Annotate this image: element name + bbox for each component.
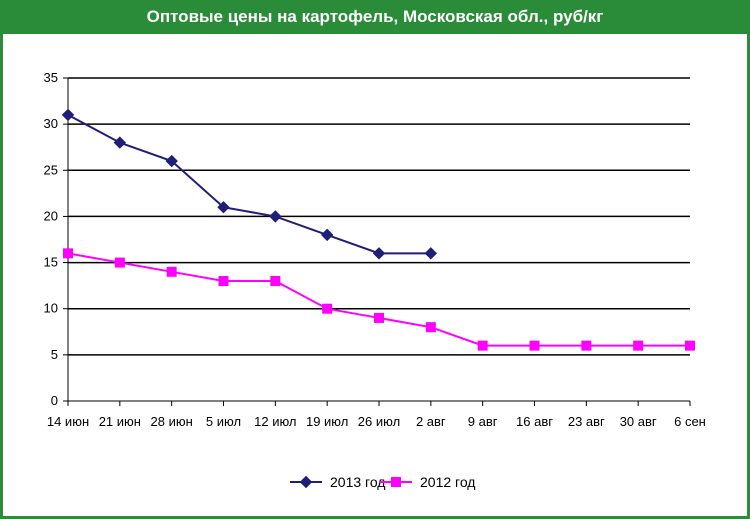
data-point-2013: [269, 210, 282, 223]
data-point-2013: [320, 228, 334, 242]
y-tick-label: 25: [44, 162, 58, 177]
data-point-2012: [581, 340, 592, 351]
legend-label-2012: 2012 год: [420, 474, 475, 490]
data-point-2013: [424, 247, 438, 260]
data-point-2012: [685, 340, 695, 351]
x-tick-label: 19 июл: [306, 414, 348, 429]
x-tick-label: 6 сен: [674, 414, 706, 429]
y-tick-label: 0: [51, 393, 58, 408]
data-point-2012: [114, 257, 125, 268]
data-point-2012: [374, 312, 384, 323]
data-point-2012: [477, 340, 488, 351]
data-point-2012: [425, 322, 436, 333]
y-tick-label: 20: [44, 208, 58, 223]
legend-marker-2012: [391, 477, 401, 487]
data-point-2013: [61, 108, 75, 122]
x-tick-label: 28 июн: [151, 414, 193, 429]
legend-marker-2013: [299, 475, 313, 489]
y-tick-label: 30: [44, 116, 58, 131]
data-point-2013: [372, 247, 386, 260]
y-tick-label: 5: [51, 347, 58, 362]
chart-title: Оптовые цены на картофель, Московская об…: [146, 7, 604, 26]
data-point-2012: [270, 276, 281, 287]
x-tick-label: 26 июл: [358, 414, 400, 429]
series-line-2013: [67, 114, 431, 255]
x-tick-label: 23 авг: [568, 414, 605, 429]
x-tick-label: 21 июн: [99, 414, 141, 429]
data-point-2013: [165, 154, 178, 168]
x-tick-label: 12 июл: [254, 414, 296, 429]
x-tick-label: 5 июл: [206, 414, 241, 429]
y-tick-label: 15: [44, 255, 58, 270]
x-tick-label: 2 авг: [416, 414, 446, 429]
data-point-2012: [529, 340, 540, 351]
data-point-2012: [63, 248, 73, 259]
data-point-2012: [633, 340, 644, 351]
chart-title-bar: Оптовые цены на картофель, Московская об…: [0, 0, 750, 34]
y-tick-label: 10: [44, 301, 58, 316]
data-point-2013: [217, 200, 230, 214]
series-line-2012: [67, 252, 690, 347]
x-tick-label: 30 авг: [620, 414, 657, 429]
x-tick-label: 14 июн: [47, 414, 89, 429]
x-tick-label: 9 авг: [468, 414, 498, 429]
x-tick-label: 16 авг: [516, 414, 553, 429]
y-tick-label: 35: [44, 70, 58, 85]
legend-label-2013: 2013 год: [330, 474, 385, 490]
line-chart: 0 5 10 15 20 25 30 35 14 июн 21 июн 28 июн 5 июл 12 …: [44, 70, 706, 490]
data-point-2013: [113, 136, 127, 149]
data-point-2012: [166, 266, 177, 277]
data-point-2012: [322, 303, 333, 314]
data-point-2012: [218, 276, 229, 287]
